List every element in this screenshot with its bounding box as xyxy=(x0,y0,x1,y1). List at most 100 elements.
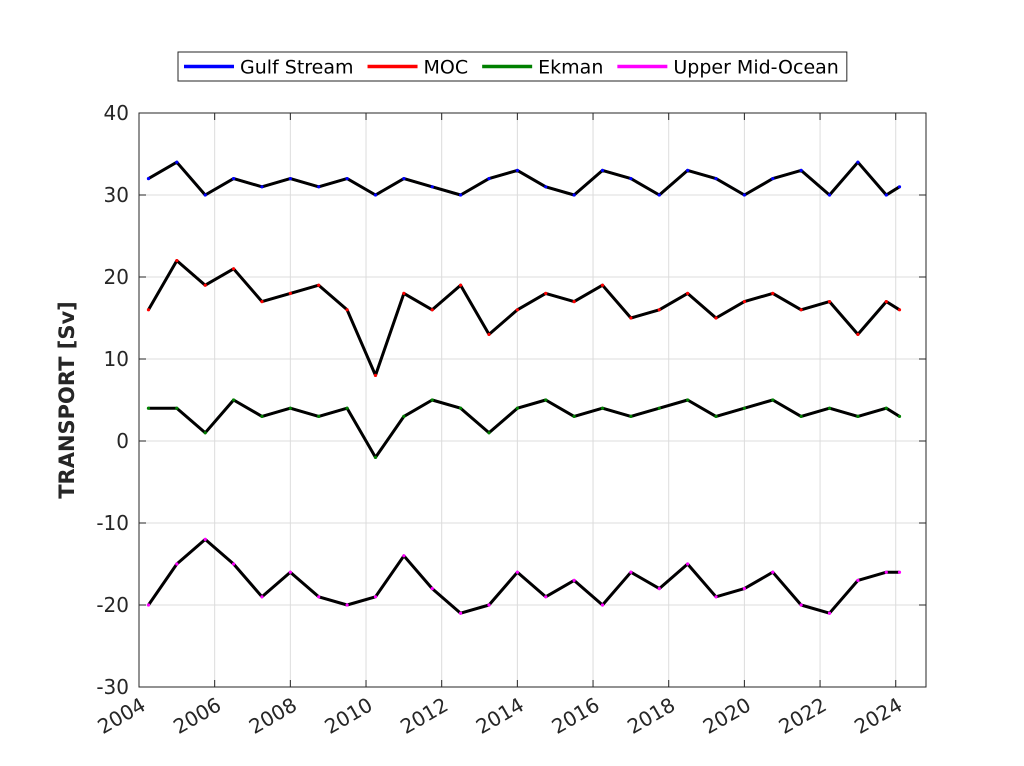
data-point xyxy=(544,595,548,599)
data-point xyxy=(146,406,151,410)
data-point xyxy=(175,259,179,263)
data-point xyxy=(231,267,236,271)
data-point xyxy=(742,300,746,304)
data-point xyxy=(897,570,902,574)
y-axis: -30 -20 -10 0 10 20 30 40 xyxy=(96,101,926,699)
series-trend-line xyxy=(147,259,901,377)
data-point xyxy=(714,414,718,418)
y-tick-label: 0 xyxy=(116,429,129,453)
data-point xyxy=(487,177,491,181)
data-point xyxy=(742,193,746,197)
y-tick-label: -20 xyxy=(96,593,129,617)
legend: Gulf Stream MOC Ekman Upper Mid-Ocean xyxy=(177,51,848,82)
data-point xyxy=(629,570,633,574)
y-tick-label: -10 xyxy=(96,511,129,535)
data-point xyxy=(260,300,264,304)
data-point xyxy=(884,406,888,410)
data-point xyxy=(260,414,264,418)
data-point xyxy=(657,308,661,312)
data-point xyxy=(203,283,207,287)
data-point xyxy=(373,193,378,197)
data-point xyxy=(231,177,236,181)
series-layer xyxy=(146,160,902,615)
data-point xyxy=(203,193,207,197)
data-point xyxy=(402,291,406,295)
data-point xyxy=(459,611,463,615)
data-point xyxy=(799,603,803,607)
data-point xyxy=(317,414,321,418)
data-point xyxy=(799,414,803,418)
data-point xyxy=(260,185,264,189)
data-point xyxy=(373,455,378,459)
data-point xyxy=(373,373,378,377)
data-point xyxy=(402,414,406,418)
data-point xyxy=(231,398,236,402)
data-point xyxy=(175,406,179,410)
data-point xyxy=(686,168,690,172)
data-point xyxy=(714,177,718,181)
data-point xyxy=(600,283,605,287)
data-point xyxy=(487,603,491,607)
data-point xyxy=(487,332,491,336)
data-point xyxy=(827,406,832,410)
data-point xyxy=(345,177,349,181)
data-point xyxy=(714,595,718,599)
data-point xyxy=(686,562,690,566)
data-point xyxy=(515,308,519,312)
data-point xyxy=(430,185,434,189)
data-point xyxy=(146,308,151,312)
data-point xyxy=(146,177,151,181)
data-point xyxy=(572,193,576,197)
data-point xyxy=(402,554,406,558)
data-point xyxy=(572,300,576,304)
data-point xyxy=(430,587,434,591)
data-point xyxy=(771,398,775,402)
series-upper-mid-ocean xyxy=(146,537,902,615)
data-point xyxy=(771,570,775,574)
data-point xyxy=(629,414,633,418)
data-point xyxy=(345,406,349,410)
data-point xyxy=(345,603,349,607)
data-point xyxy=(742,587,746,591)
data-point xyxy=(714,316,718,320)
data-point xyxy=(686,291,690,295)
data-point xyxy=(742,406,746,410)
data-point xyxy=(572,578,576,583)
y-tick-label: 10 xyxy=(104,347,129,371)
data-point xyxy=(515,570,519,574)
data-point xyxy=(856,414,860,418)
data-point xyxy=(430,308,434,312)
data-point xyxy=(897,308,902,312)
data-point xyxy=(771,291,775,295)
data-point xyxy=(260,595,264,599)
data-point xyxy=(657,406,661,410)
legend-label: MOC xyxy=(424,57,469,79)
data-point xyxy=(544,398,548,402)
data-point xyxy=(600,406,605,410)
data-point xyxy=(827,611,832,615)
y-axis-title: TRANSPORT [Sv] xyxy=(55,301,79,499)
series-gulf-stream xyxy=(146,160,902,197)
data-point xyxy=(317,595,321,599)
data-point xyxy=(459,406,463,410)
legend-item: MOC xyxy=(367,57,469,79)
data-point xyxy=(884,300,888,304)
data-point xyxy=(897,185,902,189)
y-tick-label: 30 xyxy=(104,183,129,207)
data-point xyxy=(175,562,179,566)
data-point xyxy=(402,177,406,181)
data-point xyxy=(572,414,576,418)
data-point xyxy=(373,595,378,599)
legend-label: Gulf Stream xyxy=(240,57,354,79)
data-point xyxy=(827,300,832,304)
data-point xyxy=(856,332,860,336)
data-point xyxy=(175,160,179,164)
data-point xyxy=(487,431,491,435)
data-point xyxy=(459,283,463,287)
data-point xyxy=(897,414,902,418)
data-point xyxy=(231,562,236,566)
legend-label: Upper Mid-Ocean xyxy=(673,57,838,79)
data-point xyxy=(544,291,548,295)
data-point xyxy=(771,177,775,181)
